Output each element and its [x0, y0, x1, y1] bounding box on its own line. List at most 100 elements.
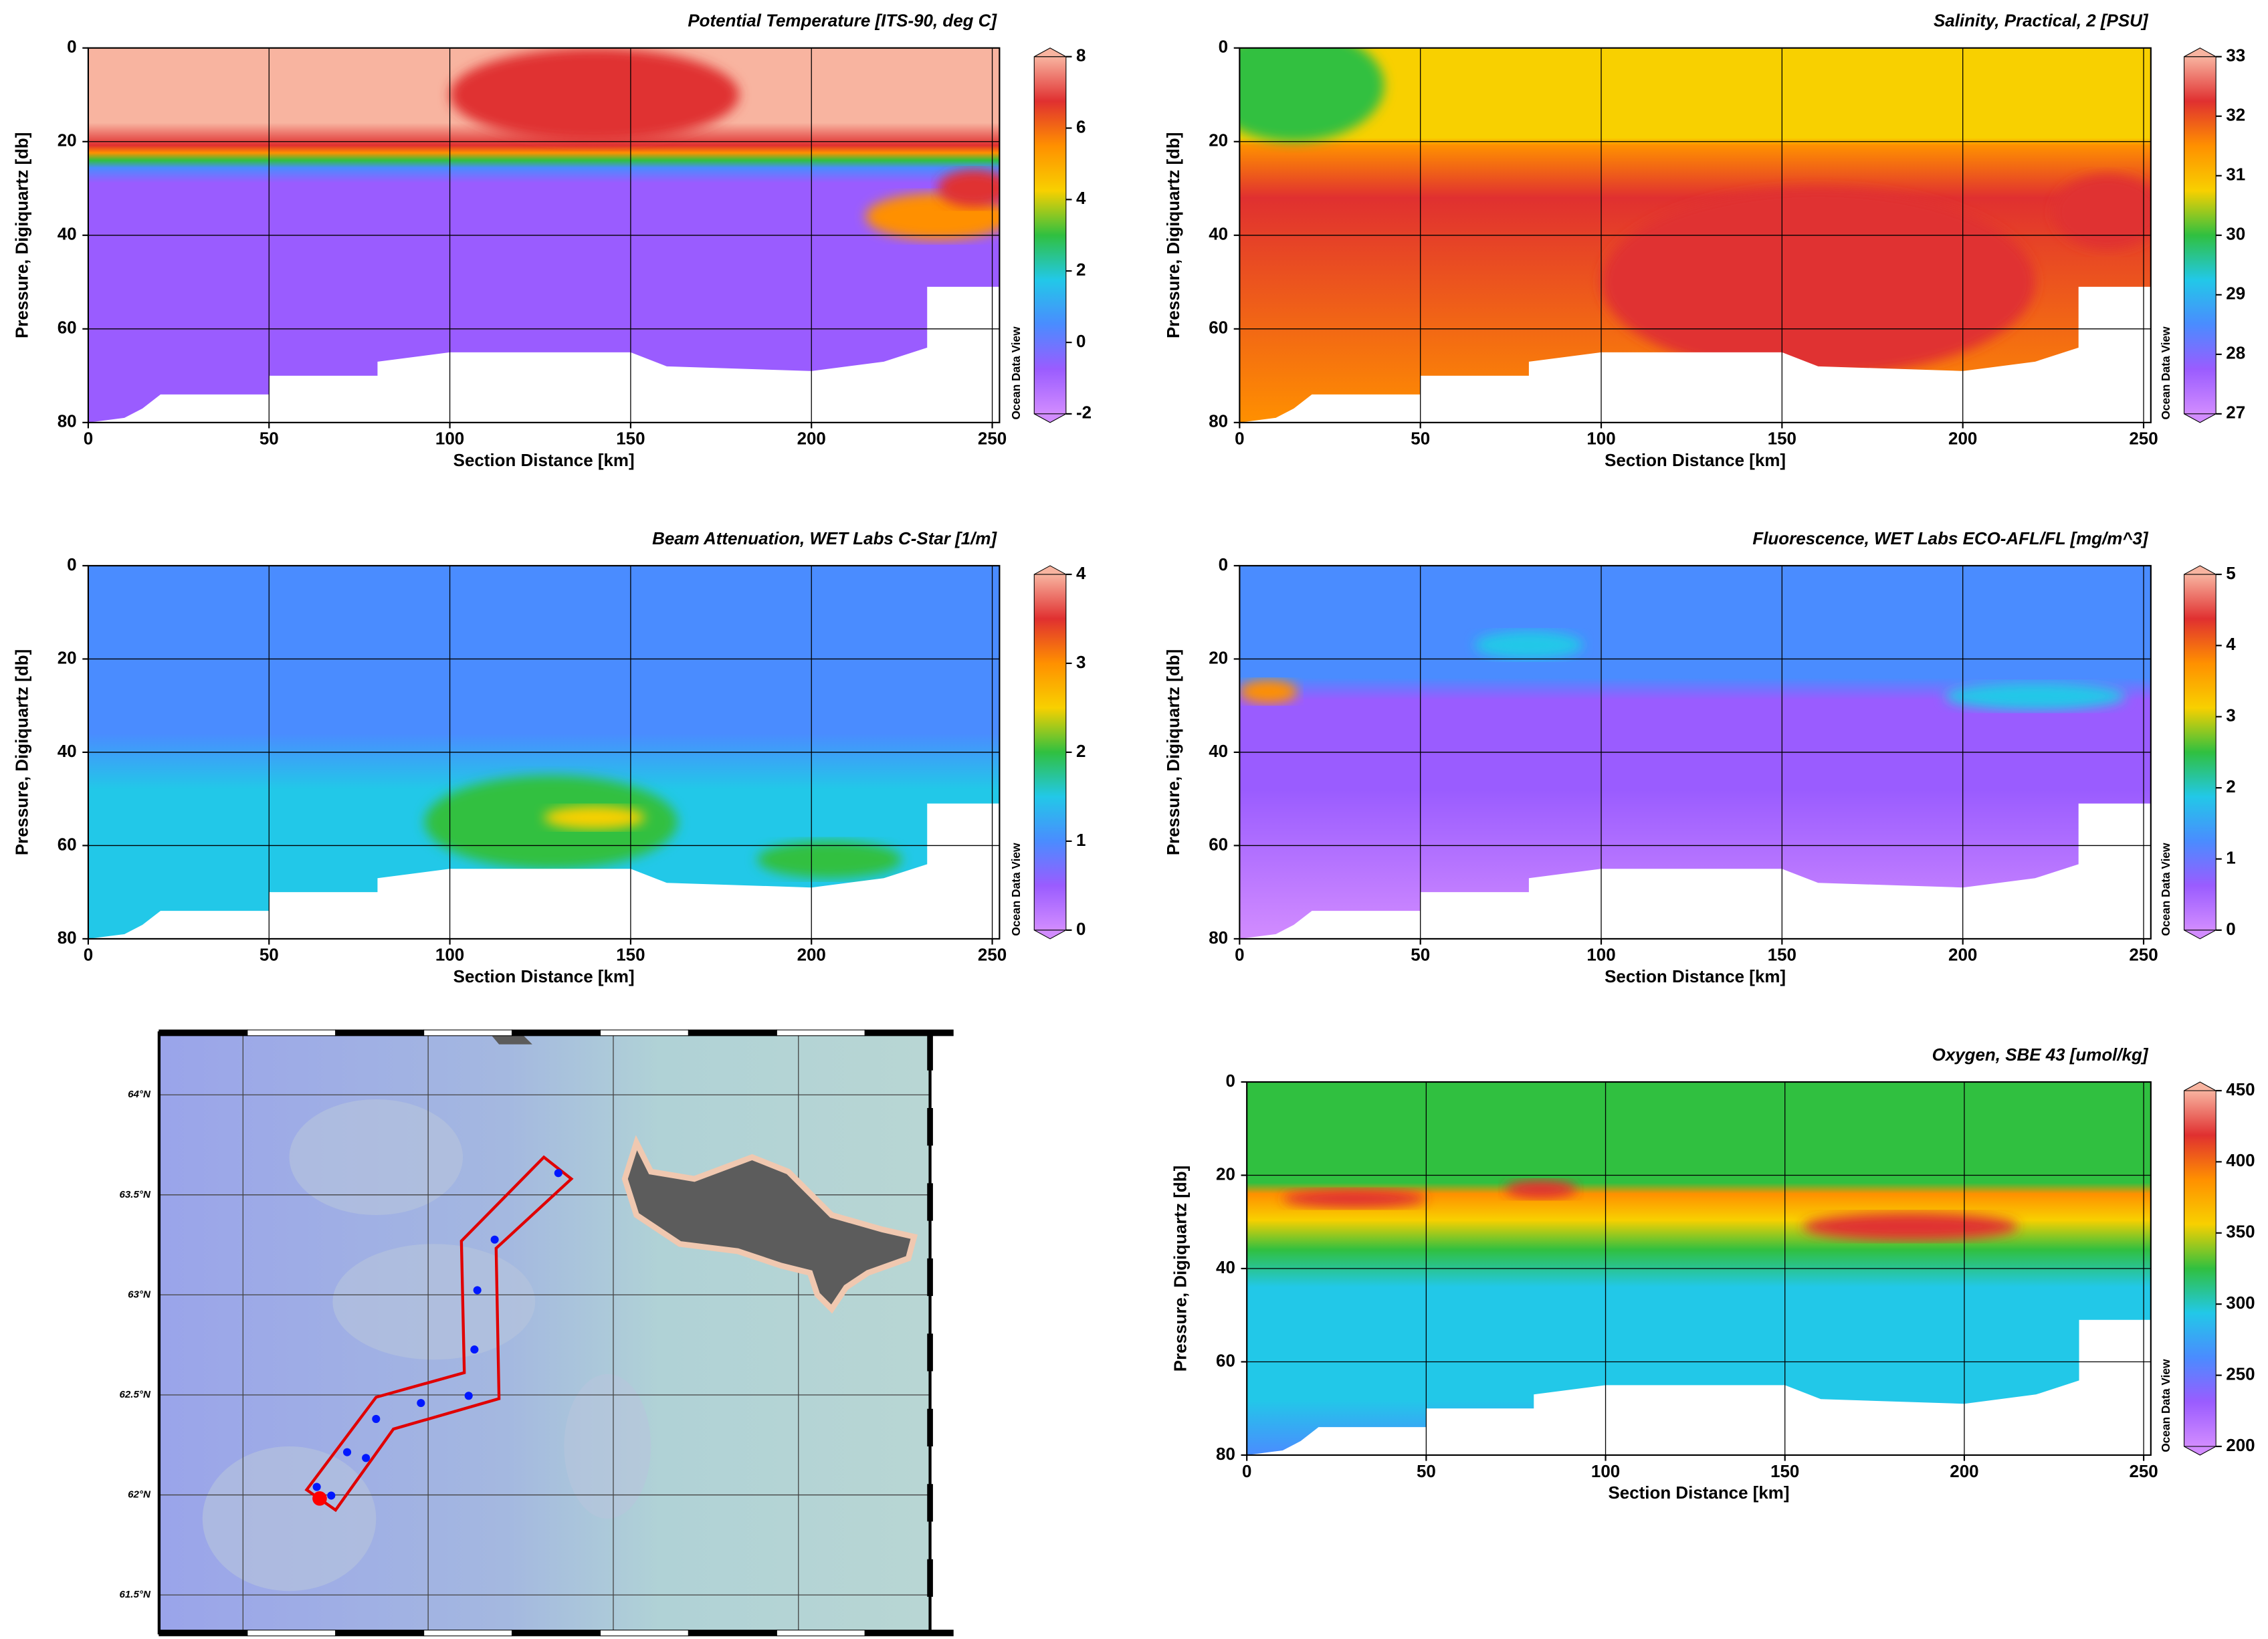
y-tick-label: 0 — [1225, 1072, 1235, 1091]
frame-segment — [927, 1333, 933, 1372]
x-tick-label: 150 — [1770, 1462, 1799, 1481]
y-axis-label: Pressure, Digiquartz [db] — [1172, 1166, 1191, 1372]
colorbar-extension — [1034, 565, 1067, 575]
frame-segment — [688, 1029, 777, 1036]
x-tick-label: 50 — [1417, 1462, 1436, 1481]
colorbar-tick-label: 0 — [1076, 332, 1086, 351]
plot-frame — [1239, 47, 2152, 423]
colorbar-tick-label: 0 — [1076, 920, 1086, 939]
x-tick-label: 0 — [1235, 946, 1244, 965]
y-tick-label: 63°N — [128, 1289, 151, 1300]
x-tick-label: 0 — [1235, 430, 1244, 449]
colorbar-tick-label: 250 — [2226, 1365, 2255, 1384]
station — [417, 1399, 425, 1408]
frame-segment — [864, 1029, 954, 1036]
y-tick-label: 80 — [1209, 413, 1228, 431]
y-tick-label: 0 — [1219, 556, 1228, 574]
bottom-mask — [1247, 1319, 2151, 1455]
y-tick-label: 62°N — [128, 1489, 151, 1501]
colorbar-tick-label: 29 — [2226, 285, 2245, 304]
colorbar-tick-label: 8 — [1076, 47, 1086, 66]
frame-segment — [927, 1559, 933, 1597]
colorbar-tick-label: 200 — [2226, 1436, 2255, 1455]
y-axis-label: Pressure, Digiquartz [db] — [13, 132, 31, 338]
x-tick-label: 250 — [978, 946, 1007, 965]
x-axis-label: Section Distance [km] — [1605, 451, 1786, 470]
x-tick-label: 100 — [1586, 430, 1615, 449]
x-axis-label: Section Distance [km] — [1609, 1484, 1790, 1503]
frame-segment — [776, 1630, 865, 1636]
watermark: Ocean Data View — [2159, 326, 2172, 420]
x-tick-label: 250 — [978, 430, 1007, 449]
frame-segment — [927, 1107, 933, 1146]
frame-segment — [864, 1630, 954, 1636]
plot-frame — [1239, 564, 2152, 940]
frame-segment — [776, 1029, 865, 1036]
x-tick-label: 100 — [435, 946, 464, 965]
depth-patch — [202, 1446, 377, 1592]
colorbar-extension — [1034, 47, 1067, 58]
x-tick-label: 200 — [1950, 1462, 1978, 1481]
x-tick-label: 250 — [2129, 1462, 2158, 1481]
field-feature — [449, 47, 740, 142]
y-tick-label: 80 — [1216, 1445, 1235, 1464]
station — [362, 1454, 371, 1462]
bottom-mask — [1239, 286, 2151, 423]
colorbar — [1033, 56, 1067, 415]
colorbar-tick-label: 450 — [2226, 1081, 2255, 1099]
station — [473, 1286, 482, 1295]
colorbar-tick-label: 5 — [2226, 564, 2235, 583]
y-tick-label: 40 — [1216, 1259, 1235, 1277]
frame-segment — [927, 1408, 933, 1446]
station — [342, 1448, 352, 1456]
chart-title: Fluorescence, WET Labs ECO-AFL/FL [mg/m^… — [1752, 530, 2148, 548]
colorbar-tick-label: 30 — [2226, 225, 2245, 244]
field-feature — [2053, 174, 2151, 249]
frame-segment — [512, 1630, 601, 1636]
y-axis-label: Pressure, Digiquartz [db] — [1164, 649, 1183, 855]
colorbar-tick-label: 4 — [2226, 635, 2236, 654]
y-tick-label: 60 — [58, 835, 77, 854]
colorbar-tick-label: 1 — [1076, 831, 1086, 850]
field-feature — [1239, 47, 1384, 142]
colorbar-tick-label: 350 — [2226, 1223, 2255, 1242]
frame-segment — [599, 1630, 689, 1636]
field-feature — [1474, 631, 1583, 659]
station — [554, 1169, 562, 1178]
plot-frame — [87, 47, 1001, 423]
frame-segment — [512, 1029, 601, 1036]
colorbar-tick-label: 28 — [2226, 344, 2245, 363]
colorbar-tick-label: 2 — [1076, 261, 1086, 280]
depth-patch — [289, 1099, 463, 1215]
y-tick-label: 80 — [58, 413, 77, 431]
x-axis-label: Section Distance [km] — [1605, 968, 1786, 986]
colorbar-extension — [2184, 1446, 2217, 1456]
colorbar-tick-label: 4 — [1076, 189, 1086, 208]
frame-segment — [927, 1258, 933, 1297]
colorbar-tick-label: 32 — [2226, 106, 2245, 125]
x-tick-label: 0 — [1242, 1462, 1251, 1481]
frame-segment — [247, 1630, 336, 1636]
y-tick-label: 80 — [58, 929, 77, 948]
plot-frame — [87, 564, 1001, 940]
frame-segment — [423, 1630, 513, 1636]
y-tick-label: 40 — [58, 225, 77, 244]
bottom-mask — [88, 803, 1000, 939]
y-tick-label: 60 — [1209, 319, 1228, 338]
y-tick-label: 60 — [1209, 835, 1228, 854]
colorbar-tick-label: 3 — [1076, 653, 1086, 672]
colorbar-tick-label: -2 — [1076, 404, 1092, 423]
x-tick-label: 150 — [1768, 946, 1796, 965]
x-tick-label: 100 — [1586, 946, 1615, 965]
depth-patch — [332, 1244, 536, 1360]
colorbar-extension — [2184, 565, 2217, 575]
y-tick-label: 20 — [58, 132, 77, 150]
y-tick-label: 0 — [1219, 38, 1228, 57]
y-tick-label: 20 — [1209, 132, 1228, 150]
x-tick-label: 150 — [616, 946, 645, 965]
y-tick-label: 0 — [67, 38, 76, 57]
y-tick-label: 20 — [1216, 1165, 1235, 1184]
plot-frame — [1246, 1081, 2152, 1456]
